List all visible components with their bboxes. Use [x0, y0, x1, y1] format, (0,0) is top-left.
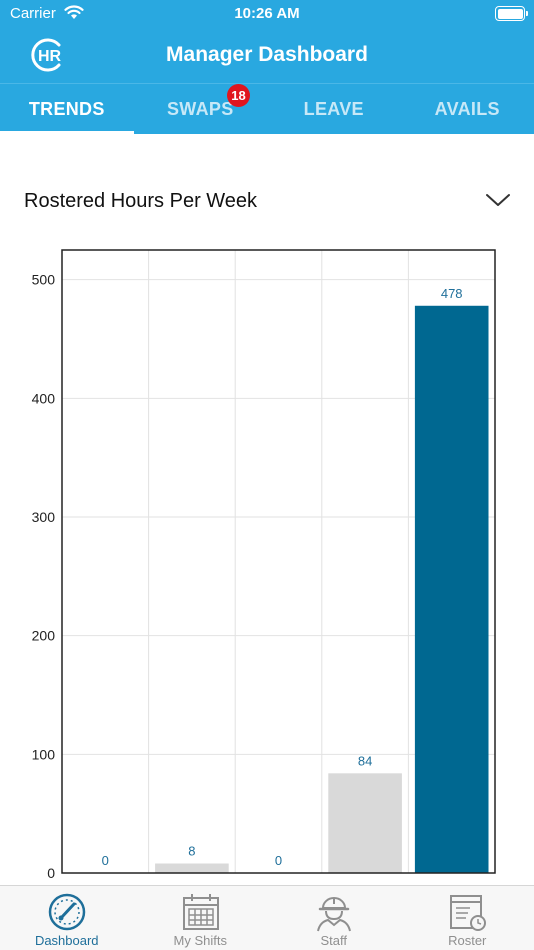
nav-dashboard-label: Dashboard — [34, 933, 99, 948]
y-tick-label: 200 — [32, 628, 56, 644]
tab-leave[interactable]: LEAVE — [267, 84, 401, 135]
hr-logo-icon: HR — [31, 38, 62, 72]
bar — [155, 863, 229, 873]
app-header: Carrier 10:26 AM HR Manager Dashboard TR… — [0, 0, 534, 135]
chevron-down-icon[interactable] — [485, 192, 511, 208]
nav-my-shifts[interactable]: My Shifts — [134, 886, 268, 950]
report-selector[interactable]: Rostered Hours Per Week — [0, 178, 534, 226]
tab-swaps-label: SWAPS — [166, 99, 234, 119]
bar-value-label: 8 — [188, 844, 195, 859]
bar — [414, 305, 489, 873]
y-tick-label: 100 — [32, 746, 56, 762]
dashboard-gauge-icon — [48, 893, 86, 931]
tab-swaps[interactable]: SWAPS — [134, 84, 268, 135]
wifi-icon — [64, 5, 84, 19]
nav-roster-label: Roster — [448, 933, 487, 948]
tab-leave-label: LEAVE — [303, 99, 364, 119]
bar-value-label: 478 — [441, 286, 463, 301]
bar — [328, 773, 402, 873]
report-selector-label: Rostered Hours Per Week — [24, 190, 258, 212]
nav-dashboard[interactable]: Dashboard — [0, 886, 134, 950]
calendar-icon — [182, 894, 219, 930]
tab-trends-label: TRENDS — [28, 99, 105, 119]
y-tick-label: 400 — [32, 390, 56, 406]
y-tick-label: 300 — [32, 509, 56, 525]
tab-avails[interactable]: AVAILS — [401, 84, 534, 135]
swaps-count-badge: 18 — [227, 84, 250, 107]
logo-text: HR — [38, 48, 62, 65]
rostered-hours-chart: 0 100 200 300 400 500 0 8 0 84 478 — [32, 249, 496, 880]
tab-avails-label: AVAILS — [434, 99, 500, 119]
bottom-nav: Dashboard My Shifts Staff — [0, 885, 534, 950]
active-tab-indicator — [0, 131, 134, 135]
tab-trends[interactable]: TRENDS — [0, 84, 134, 135]
page-title: Manager Dashboard — [166, 43, 368, 66]
y-tick-label: 0 — [47, 865, 55, 880]
bar-value-label: 84 — [358, 753, 372, 768]
y-tick-label: 500 — [32, 272, 56, 288]
nav-staff[interactable]: Staff — [267, 886, 401, 950]
bar-value-label: 0 — [275, 853, 282, 868]
carrier-label: Carrier — [10, 5, 56, 22]
status-bar: Carrier 10:26 AM — [0, 0, 534, 28]
tab-bar: TRENDS SWAPS LEAVE AVAILS — [0, 83, 534, 135]
nav-roster[interactable]: Roster — [401, 886, 534, 950]
nav-my-shifts-label: My Shifts — [173, 933, 227, 948]
nav-staff-label: Staff — [320, 933, 347, 948]
bar-value-label: 0 — [102, 853, 109, 868]
plot-frame — [61, 249, 496, 874]
clock: 10:26 AM — [234, 5, 300, 22]
roster-clock-icon — [449, 895, 486, 931]
staff-hardhat-icon — [317, 897, 351, 932]
battery-icon — [495, 6, 528, 21]
